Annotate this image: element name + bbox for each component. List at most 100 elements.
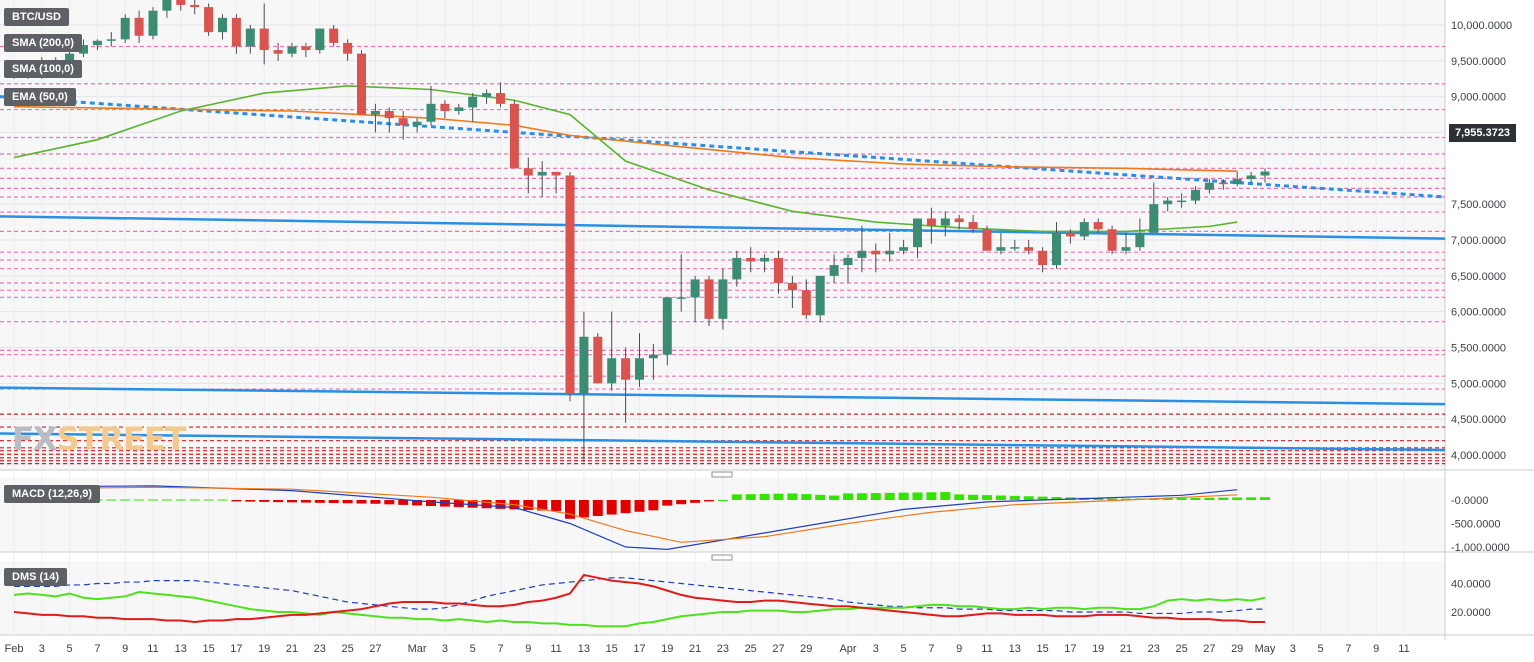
macd-histogram-bar <box>1162 498 1173 500</box>
macd-histogram-bar <box>1037 496 1048 500</box>
time-tick-label: 9 <box>956 643 962 655</box>
macd-histogram-bar <box>634 500 645 512</box>
candle-body <box>454 107 464 111</box>
trendline <box>0 432 1446 452</box>
candle-body <box>954 218 964 223</box>
macd-histogram-bar <box>287 500 297 503</box>
time-tick-label: 3 <box>39 643 45 655</box>
trendline <box>0 386 1446 406</box>
panel-resize-handle <box>711 554 733 561</box>
candle-body <box>899 247 909 251</box>
dms-plus-line <box>13 591 1266 628</box>
candle-body <box>509 103 519 169</box>
candle-body <box>273 50 283 54</box>
macd-histogram-bar <box>704 500 714 502</box>
time-tick-label: 5 <box>470 643 476 655</box>
macd-histogram-bar <box>982 495 992 500</box>
macd-histogram-bar <box>731 494 742 500</box>
candle-body <box>148 10 158 36</box>
macd-histogram-bar <box>940 492 951 500</box>
candle-body <box>704 279 714 319</box>
time-tick-label: Apr <box>839 643 856 655</box>
candle-body <box>1149 204 1159 233</box>
time-tick-label: 7 <box>94 643 100 655</box>
macd-histogram-bar <box>523 500 534 510</box>
macd-histogram-bar <box>898 492 909 500</box>
sma100-legend[interactable]: SMA (100,0) <box>4 60 82 78</box>
macd-histogram-bar <box>1009 495 1020 500</box>
candle-body <box>662 297 672 355</box>
time-tick-label: 17 <box>633 643 645 655</box>
macd-histogram-bar <box>606 500 617 515</box>
macd-histogram-bar <box>676 500 687 505</box>
candle-body <box>871 250 881 255</box>
candle-body <box>1135 232 1145 248</box>
candle-body <box>996 247 1006 251</box>
candle-body <box>384 111 394 119</box>
price-tick-label: 4,500.0000 <box>1451 414 1506 426</box>
candle-body <box>635 358 644 380</box>
ema50-legend[interactable]: EMA (50,0) <box>4 88 76 106</box>
time-tick-label: 23 <box>1148 643 1160 655</box>
macd-histogram-bar <box>259 500 270 502</box>
candle-body <box>968 222 978 230</box>
time-tick-label: 19 <box>661 643 673 655</box>
macd-legend[interactable]: MACD (12,26,9) <box>4 485 101 503</box>
candle-body <box>482 93 492 97</box>
macd-histogram-bar <box>106 499 117 501</box>
macd-tick-label: -0.0000 <box>1451 495 1488 507</box>
price-tick-label: 6,000.0000 <box>1451 307 1506 319</box>
price-tick-label: 5,000.0000 <box>1451 378 1506 390</box>
time-tick-label: Feb <box>5 643 24 655</box>
candle-body <box>1177 200 1187 203</box>
candle-body <box>537 171 547 176</box>
macd-histogram-bar <box>620 500 631 514</box>
time-tick-label: 3 <box>1290 643 1296 655</box>
macd-histogram-bar <box>565 500 575 519</box>
dms-legend[interactable]: DMS (14) <box>4 568 68 586</box>
time-tick-label: 11 <box>981 643 992 655</box>
dms-minus-line <box>13 573 1265 623</box>
macd-histogram-bar <box>870 493 881 500</box>
time-tick-label: 21 <box>1120 643 1132 655</box>
candle-body <box>718 279 728 319</box>
trendline <box>0 215 1446 240</box>
macd-histogram-bar <box>662 500 673 506</box>
candle-body <box>885 250 895 255</box>
time-tick-label: 25 <box>1175 643 1187 655</box>
macd-histogram-bar <box>398 500 409 505</box>
candle-body <box>690 279 700 298</box>
macd-histogram-bar <box>537 500 548 511</box>
sma200-legend[interactable]: SMA (200,0) <box>4 34 82 52</box>
candle-body <box>79 45 88 54</box>
candle-body <box>607 358 617 384</box>
candle-body <box>231 17 241 47</box>
candle-body <box>426 103 436 122</box>
time-tick-label: 29 <box>800 643 812 655</box>
candle-body <box>343 42 353 54</box>
macd-histogram-bar <box>370 500 381 504</box>
macd-histogram-bar <box>843 493 853 500</box>
time-tick-label: 21 <box>286 643 298 655</box>
macd-histogram-bar <box>968 494 979 500</box>
time-tick-label: 9 <box>122 643 128 655</box>
time-tick-label: Mar <box>408 643 427 655</box>
candle-body <box>245 28 255 47</box>
candle-body <box>926 218 936 226</box>
macd-histogram-bar <box>1246 497 1257 500</box>
time-tick-label: 29 <box>1231 643 1243 655</box>
candle-body <box>440 103 450 111</box>
last-price-tag: 7,955.3723 <box>1449 124 1517 142</box>
adx-line <box>14 577 1265 615</box>
macd-histogram-bar <box>134 499 145 501</box>
time-tick-label: 25 <box>341 643 353 655</box>
candle-body <box>1065 232 1075 237</box>
symbol-label[interactable]: BTC/USD <box>4 8 69 26</box>
price-tick-label: 9,500.0000 <box>1451 56 1506 68</box>
macd-histogram-bar <box>161 499 172 501</box>
candle-body <box>496 93 505 104</box>
candle-body <box>774 257 783 283</box>
time-tick-label: 11 <box>147 643 158 655</box>
macd-histogram-bar <box>412 500 423 506</box>
